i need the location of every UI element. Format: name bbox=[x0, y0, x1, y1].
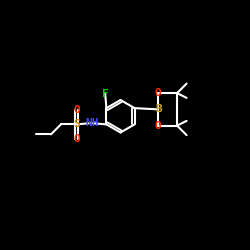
Text: O: O bbox=[73, 134, 80, 144]
Text: NH: NH bbox=[86, 118, 99, 128]
Text: O: O bbox=[73, 105, 80, 115]
Text: B: B bbox=[155, 104, 162, 115]
Text: F: F bbox=[102, 89, 108, 99]
Text: O: O bbox=[155, 121, 162, 130]
Text: O: O bbox=[155, 88, 162, 98]
Text: S: S bbox=[73, 120, 80, 130]
